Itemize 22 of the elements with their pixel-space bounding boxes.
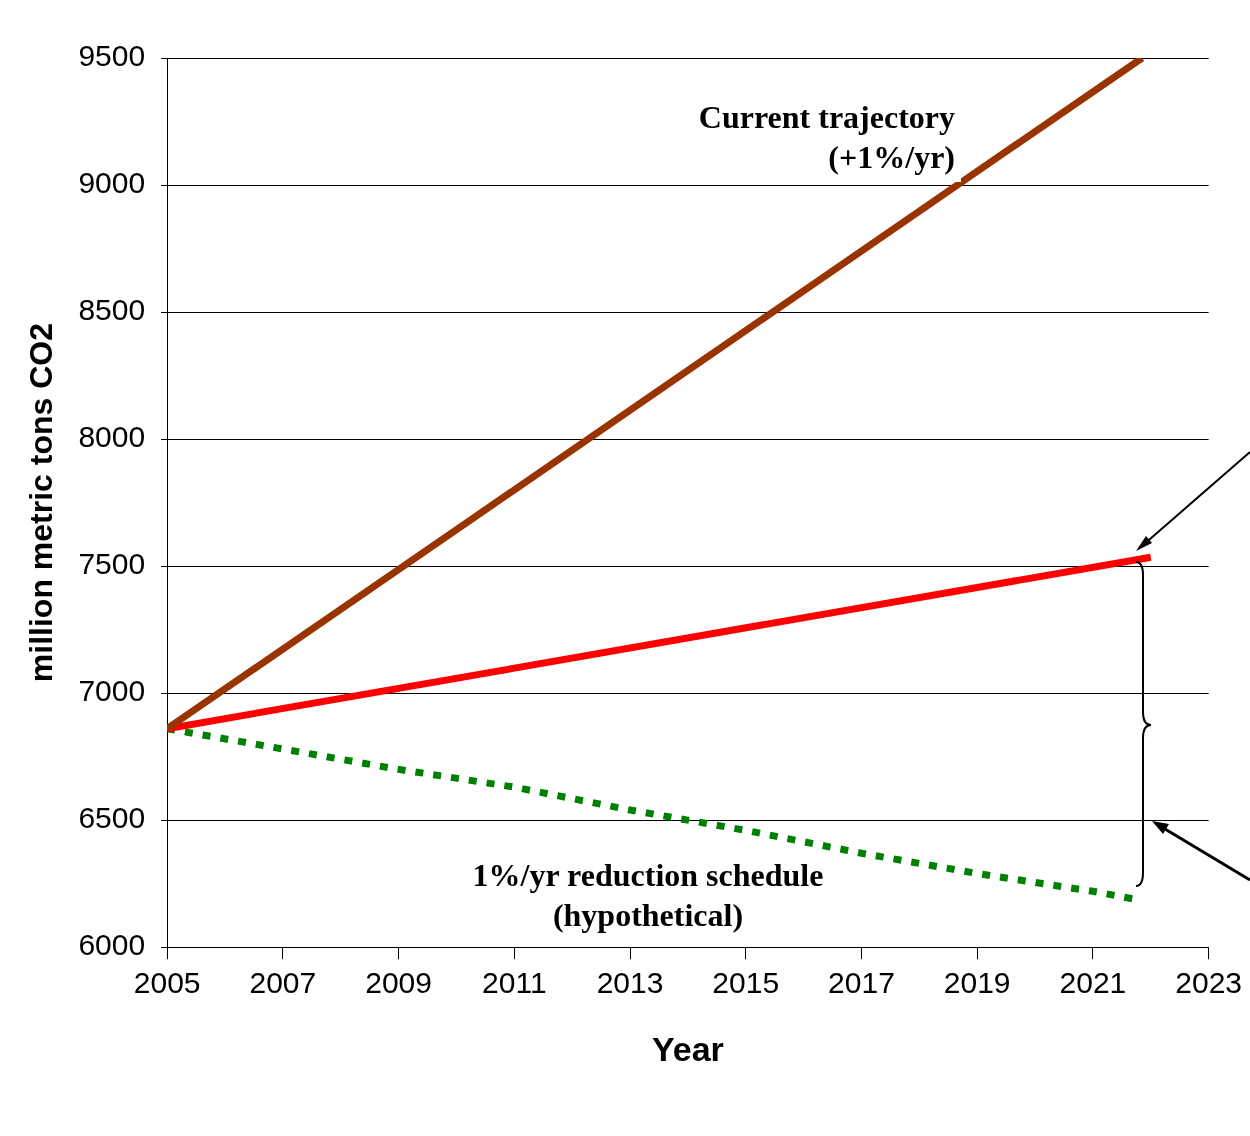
x-tick-label: 2007 xyxy=(249,966,317,1000)
annotation: 1%/yr reduction schedule (hypothetical) xyxy=(472,857,824,934)
x-tick-label: 2009 xyxy=(365,966,432,1000)
x-axis-title: Year xyxy=(651,1029,724,1068)
y-tick-label: 6500 xyxy=(78,801,146,835)
x-tick-label: 2005 xyxy=(133,966,201,1000)
y-tick-label: 9500 xyxy=(78,39,146,73)
y-tick-label: 7500 xyxy=(78,547,146,581)
x-tick-label: 2011 xyxy=(482,966,547,1000)
y-axis-title: million metric tons CO2 xyxy=(23,323,60,683)
y-tick-label: 8500 xyxy=(78,293,146,327)
y-tick-label: 7000 xyxy=(78,674,146,708)
x-tick-label: 2023 xyxy=(1175,966,1243,1000)
x-tick-label: 2017 xyxy=(828,966,895,1000)
y-tick-label: 8000 xyxy=(78,420,146,454)
x-tick-label: 2013 xyxy=(596,966,664,1000)
y-tick-label: 9000 xyxy=(78,166,146,200)
x-tick-label: 2015 xyxy=(712,966,780,1000)
annotation: Current trajectory (+1%/yr) xyxy=(698,99,955,176)
x-tick-label: 2019 xyxy=(943,966,1011,1000)
y-tick-label: 6000 xyxy=(78,928,146,962)
x-tick-label: 2021 xyxy=(1059,966,1127,1000)
